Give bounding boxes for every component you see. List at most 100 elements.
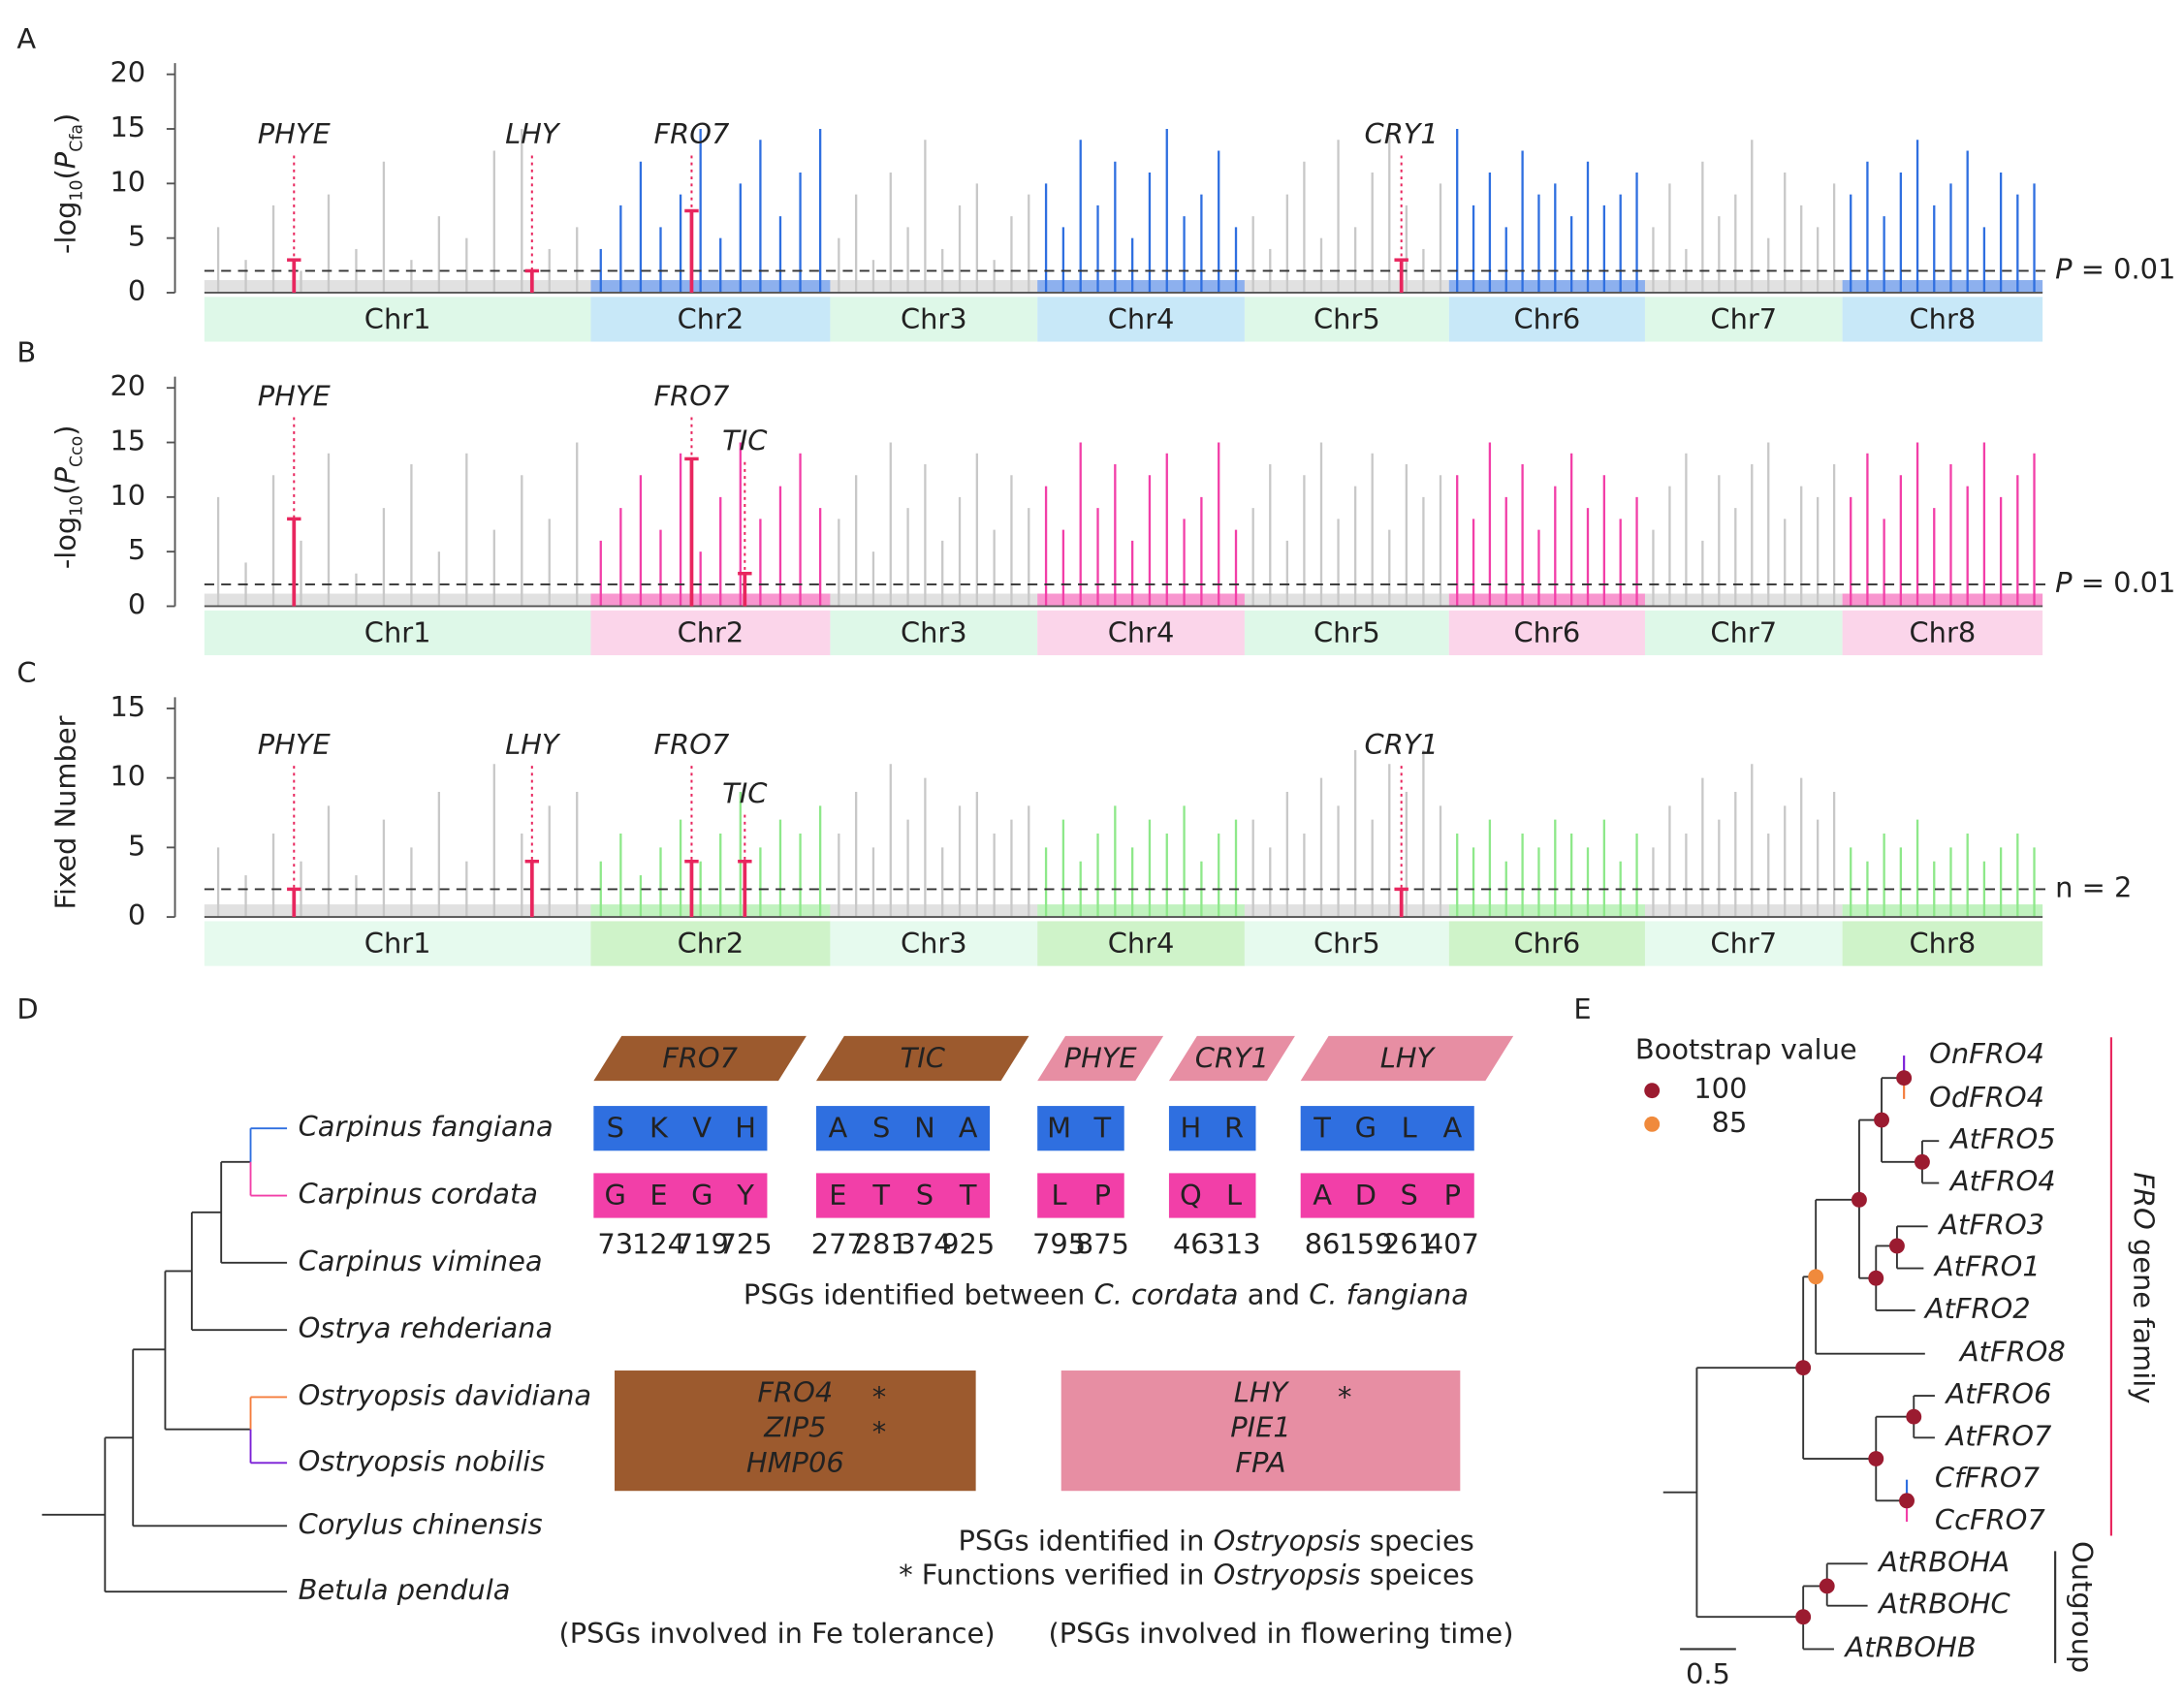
gene-label: TIC — [722, 776, 768, 809]
leaf-label: AtFRO4 — [1948, 1165, 2056, 1198]
residue-row-cf — [1037, 1106, 1124, 1151]
verified-mark: * — [872, 1415, 886, 1448]
chromosome-band — [204, 610, 591, 656]
gene-label: LHY — [505, 117, 561, 150]
threshold-label-part: = 0.01 — [2073, 566, 2176, 599]
bootstrap-node — [1888, 1238, 1905, 1254]
y-tick-label: 15 — [110, 110, 145, 143]
residue-position: 925 — [941, 1227, 995, 1260]
species-label: Ostryopsis davidiana — [299, 1378, 592, 1411]
chromosome-label: Chr8 — [1910, 927, 1977, 960]
residue: G — [605, 1179, 626, 1212]
scale-label: 0.5 — [1686, 1657, 1730, 1690]
residue: G — [1355, 1112, 1377, 1145]
chromosome-band — [1644, 297, 1843, 342]
gene-label: PHYE — [258, 117, 332, 150]
signal-base — [1244, 904, 1449, 918]
residue: T — [871, 1179, 890, 1212]
y-tick-label: 10 — [110, 479, 145, 512]
residue-position: 407 — [1426, 1227, 1479, 1260]
signal-base — [830, 279, 1038, 293]
chromosome-band — [1244, 921, 1449, 966]
residue: V — [692, 1112, 712, 1145]
residue-row-cf — [815, 1106, 991, 1151]
chromosome-band — [830, 610, 1038, 656]
y-label-part: ) — [48, 425, 81, 435]
caption-part: Ostryopsis — [1214, 1558, 1361, 1591]
ostryopsis-box — [615, 1370, 976, 1492]
chromosome-band — [1037, 921, 1245, 966]
signal-base — [1448, 279, 1645, 293]
chromosome-label: Chr5 — [1314, 927, 1380, 960]
chromosome-label: Chr5 — [1314, 302, 1380, 335]
residue-row-cc — [593, 1173, 768, 1218]
species-label: Carpinus fangiana — [299, 1110, 554, 1143]
signal-base — [1644, 593, 1843, 607]
species-label: Betula pendula — [299, 1573, 511, 1606]
gene-header — [1168, 1035, 1295, 1082]
chromosome-band — [590, 921, 831, 966]
bootstrap-node — [1899, 1493, 1915, 1509]
residue: P — [1444, 1179, 1461, 1212]
caption-part: species — [1361, 1525, 1474, 1558]
y-label-part: Cfa — [67, 124, 86, 152]
gene-label: FRO7 — [654, 117, 730, 150]
residue: E — [829, 1179, 846, 1212]
residue-row-cf — [1300, 1106, 1474, 1151]
residue-position: 73 — [597, 1227, 633, 1260]
y-label-part: ) — [48, 113, 81, 124]
residue-position: 875 — [1076, 1227, 1129, 1260]
signal-base — [1644, 279, 1843, 293]
gene-header-label: CRY1 — [1195, 1041, 1269, 1074]
leaf-label: AtRBOHA — [1877, 1545, 2010, 1578]
residue-position: 261 — [1382, 1227, 1436, 1260]
residue: A — [959, 1112, 978, 1145]
residue: H — [735, 1112, 756, 1145]
leaf-label: CcFRO7 — [1935, 1503, 2045, 1536]
signal-base — [590, 279, 831, 293]
chromosome-band — [1244, 297, 1449, 342]
residue-position: 795 — [1032, 1227, 1086, 1260]
leaf-label: OdFRO4 — [1929, 1081, 2044, 1114]
chromosome-band — [1842, 610, 2043, 656]
chromosome-label: Chr2 — [678, 302, 744, 335]
threshold-label-part: = 0.01 — [2073, 252, 2176, 285]
leaf-label: AtFRO7 — [1944, 1419, 2051, 1452]
residue-position: 719 — [676, 1227, 729, 1260]
chromosome-band — [204, 297, 591, 342]
y-tick-label: 0 — [128, 274, 145, 307]
residue-row-cf — [593, 1106, 768, 1151]
leaf-label: CfFRO7 — [1935, 1462, 2041, 1495]
y-tick-label: 5 — [128, 829, 145, 862]
ostryopsis-box — [1060, 1370, 1461, 1492]
threshold-label-part: P — [2055, 566, 2073, 599]
bootstrap-node — [1868, 1451, 1884, 1466]
residue-row-cc — [1300, 1173, 1474, 1218]
y-tick-label: 0 — [128, 898, 145, 931]
bootstrap-node — [1914, 1153, 1930, 1170]
bootstrap-node — [1906, 1408, 1922, 1425]
residue-position: 159 — [1339, 1227, 1392, 1260]
signal-base — [590, 904, 831, 918]
y-label-part: P — [48, 466, 81, 484]
legend-label: 100 — [1693, 1072, 1747, 1105]
y-label-part: Fixed Number — [48, 715, 81, 909]
threshold-label-part: P — [2055, 252, 2073, 285]
gene-header — [1300, 1035, 1514, 1082]
y-label-part: Cco — [67, 436, 86, 467]
ostryopsis-gene: FRO4 — [757, 1376, 833, 1409]
y-tick-label: 15 — [110, 425, 145, 457]
residue-position: 281 — [855, 1227, 908, 1260]
signal-base — [1037, 904, 1245, 918]
chromosome-label: Chr7 — [1710, 302, 1777, 335]
caption-part: * Functions verified in — [899, 1558, 1213, 1591]
verified-mark: * — [872, 1380, 886, 1413]
chromosome-label: Chr1 — [364, 927, 431, 960]
chromosome-label: Chr4 — [1108, 302, 1175, 335]
chromosome-label: Chr4 — [1108, 615, 1175, 648]
gene-label: CRY1 — [1365, 117, 1439, 150]
leaf-label: AtFRO2 — [1923, 1292, 2031, 1325]
outgroup-label: Outgroup — [2066, 1541, 2099, 1673]
legend-label: (PSGs involved in flowering time) — [1048, 1617, 1513, 1650]
caption-part: PSGs identified between — [744, 1277, 1094, 1310]
